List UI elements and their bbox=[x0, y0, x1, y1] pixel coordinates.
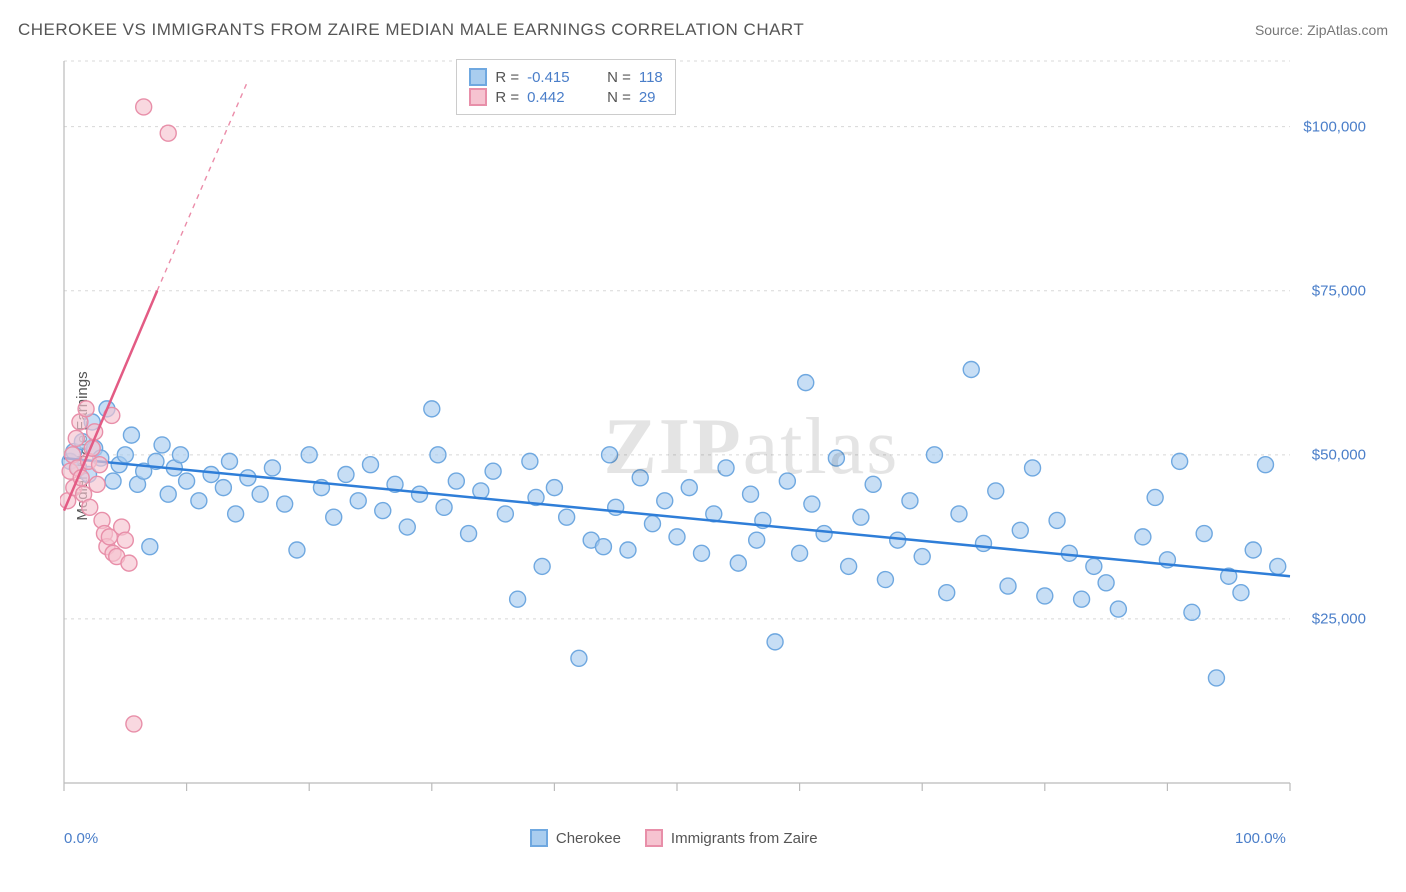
legend-swatch bbox=[469, 88, 487, 106]
series-legend: Cherokee Immigrants from Zaire bbox=[530, 829, 818, 847]
chart-source: Source: ZipAtlas.com bbox=[1255, 22, 1388, 38]
chart-area: ZIPatlas $25,000$50,000$75,000$100,0000.… bbox=[60, 55, 1380, 825]
legend-swatch bbox=[469, 68, 487, 86]
scatter-plot bbox=[60, 55, 1380, 825]
legend-item: Immigrants from Zaire bbox=[645, 829, 818, 847]
y-tick-label: $25,000 bbox=[1312, 610, 1366, 627]
y-tick-label: $50,000 bbox=[1312, 446, 1366, 463]
x-tick-label: 0.0% bbox=[64, 830, 98, 847]
y-tick-label: $75,000 bbox=[1312, 282, 1366, 299]
x-tick-label: 100.0% bbox=[1235, 830, 1286, 847]
y-tick-label: $100,000 bbox=[1303, 118, 1366, 135]
legend-row: R = -0.415N = 118 bbox=[469, 68, 662, 86]
chart-title: CHEROKEE VS IMMIGRANTS FROM ZAIRE MEDIAN… bbox=[18, 20, 804, 40]
legend-swatch bbox=[645, 829, 663, 847]
legend-swatch bbox=[530, 829, 548, 847]
chart-header: CHEROKEE VS IMMIGRANTS FROM ZAIRE MEDIAN… bbox=[18, 20, 1388, 40]
legend-row: R = 0.442N = 29 bbox=[469, 88, 662, 106]
legend-item: Cherokee bbox=[530, 829, 621, 847]
correlation-legend: R = -0.415N = 118 R = 0.442N = 29 bbox=[456, 59, 675, 115]
